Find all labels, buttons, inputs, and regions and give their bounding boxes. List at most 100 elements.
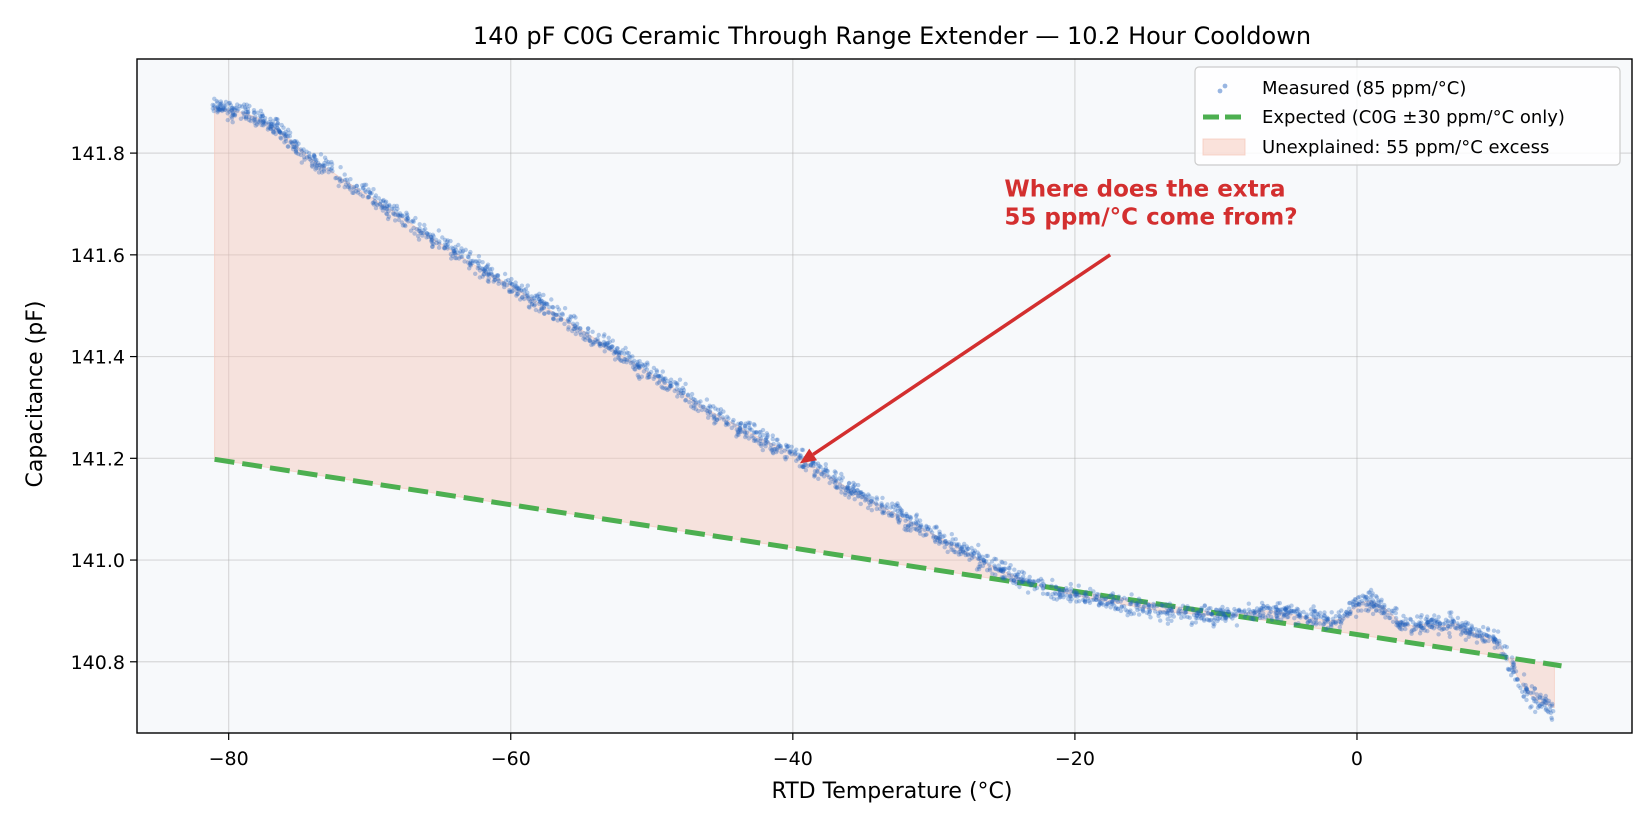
measured-point (1311, 604, 1316, 609)
measured-point (1146, 602, 1151, 607)
measured-point (1545, 708, 1550, 714)
measured-point (525, 283, 530, 288)
measured-point (717, 416, 722, 421)
measured-point (1529, 684, 1535, 689)
measured-point (246, 117, 252, 123)
measured-point (459, 246, 464, 251)
measured-point (1282, 605, 1287, 611)
measured-point (1289, 603, 1294, 608)
measured-point (225, 117, 230, 123)
measured-point (1342, 612, 1348, 617)
measured-point (798, 453, 803, 458)
measured-point (801, 464, 806, 470)
measured-point (742, 430, 748, 436)
measured-point (1021, 570, 1027, 576)
measured-point (961, 549, 966, 554)
measured-point (1473, 627, 1479, 632)
measured-point (1263, 615, 1268, 620)
measured-point (1084, 593, 1089, 599)
measured-point (1213, 607, 1219, 612)
measured-point (718, 411, 723, 416)
measured-point (1458, 632, 1464, 637)
measured-point (1285, 610, 1291, 616)
measured-point (1481, 639, 1486, 644)
measured-point (467, 260, 473, 266)
measured-point (1333, 614, 1339, 619)
measured-point (222, 107, 227, 113)
measured-point (581, 331, 587, 336)
measured-point (895, 501, 900, 506)
measured-point (1416, 622, 1421, 627)
measured-point (527, 299, 533, 304)
measured-point (558, 317, 564, 322)
measured-point (987, 566, 992, 571)
measured-point (290, 141, 295, 146)
measured-point (1311, 608, 1317, 613)
measured-scatter (210, 96, 1556, 722)
measured-point (556, 307, 562, 312)
measured-point (833, 481, 838, 486)
measured-point (635, 373, 640, 378)
measured-point (508, 289, 513, 294)
measured-point (835, 485, 840, 490)
measured-point (833, 484, 838, 489)
measured-point (551, 316, 556, 322)
measured-point (714, 417, 720, 422)
measured-point (742, 423, 748, 428)
measured-point (967, 557, 972, 562)
measured-point (271, 122, 276, 128)
measured-point (1286, 606, 1292, 611)
measured-point (1445, 619, 1451, 624)
measured-point (1303, 615, 1309, 620)
measured-point (1539, 704, 1544, 709)
measured-point (1146, 602, 1151, 608)
measured-point (1437, 626, 1442, 631)
measured-point (768, 446, 773, 451)
measured-point (1156, 611, 1161, 616)
measured-point (1057, 593, 1063, 598)
measured-point (445, 246, 450, 251)
measured-point (481, 267, 486, 272)
measured-point (322, 155, 328, 160)
measured-point (273, 127, 279, 132)
measured-point (738, 421, 744, 426)
measured-point (1226, 609, 1232, 615)
measured-point (285, 144, 290, 149)
measured-point (1485, 633, 1490, 639)
measured-point (613, 350, 618, 355)
measured-point (1409, 629, 1414, 634)
measured-point (1502, 652, 1508, 658)
measured-point (1106, 594, 1112, 600)
measured-point (301, 151, 307, 156)
measured-point (658, 373, 663, 379)
measured-point (866, 492, 871, 497)
measured-point (782, 448, 787, 453)
measured-point (914, 526, 919, 531)
measured-point (223, 103, 228, 109)
measured-point (1543, 700, 1549, 706)
measured-point (470, 258, 476, 264)
measured-point (1365, 608, 1371, 614)
measured-point (976, 564, 981, 570)
measured-point (1367, 590, 1372, 595)
measured-point (1098, 600, 1103, 605)
measured-point (1329, 624, 1334, 629)
measured-point (764, 431, 769, 436)
measured-point (583, 337, 588, 343)
measured-point (243, 105, 248, 110)
measured-point (1018, 579, 1024, 585)
measured-point (1225, 609, 1231, 615)
measured-point (1394, 622, 1399, 628)
measured-point (1504, 654, 1510, 659)
measured-point (613, 349, 619, 354)
measured-point (598, 341, 603, 346)
measured-point (984, 553, 989, 559)
measured-point (1200, 613, 1206, 618)
measured-point (1276, 607, 1281, 612)
measured-point (1398, 619, 1403, 625)
measured-point (645, 360, 650, 365)
measured-point (597, 341, 603, 347)
measured-point (400, 213, 405, 218)
measured-point (609, 344, 615, 349)
measured-point (230, 110, 236, 115)
